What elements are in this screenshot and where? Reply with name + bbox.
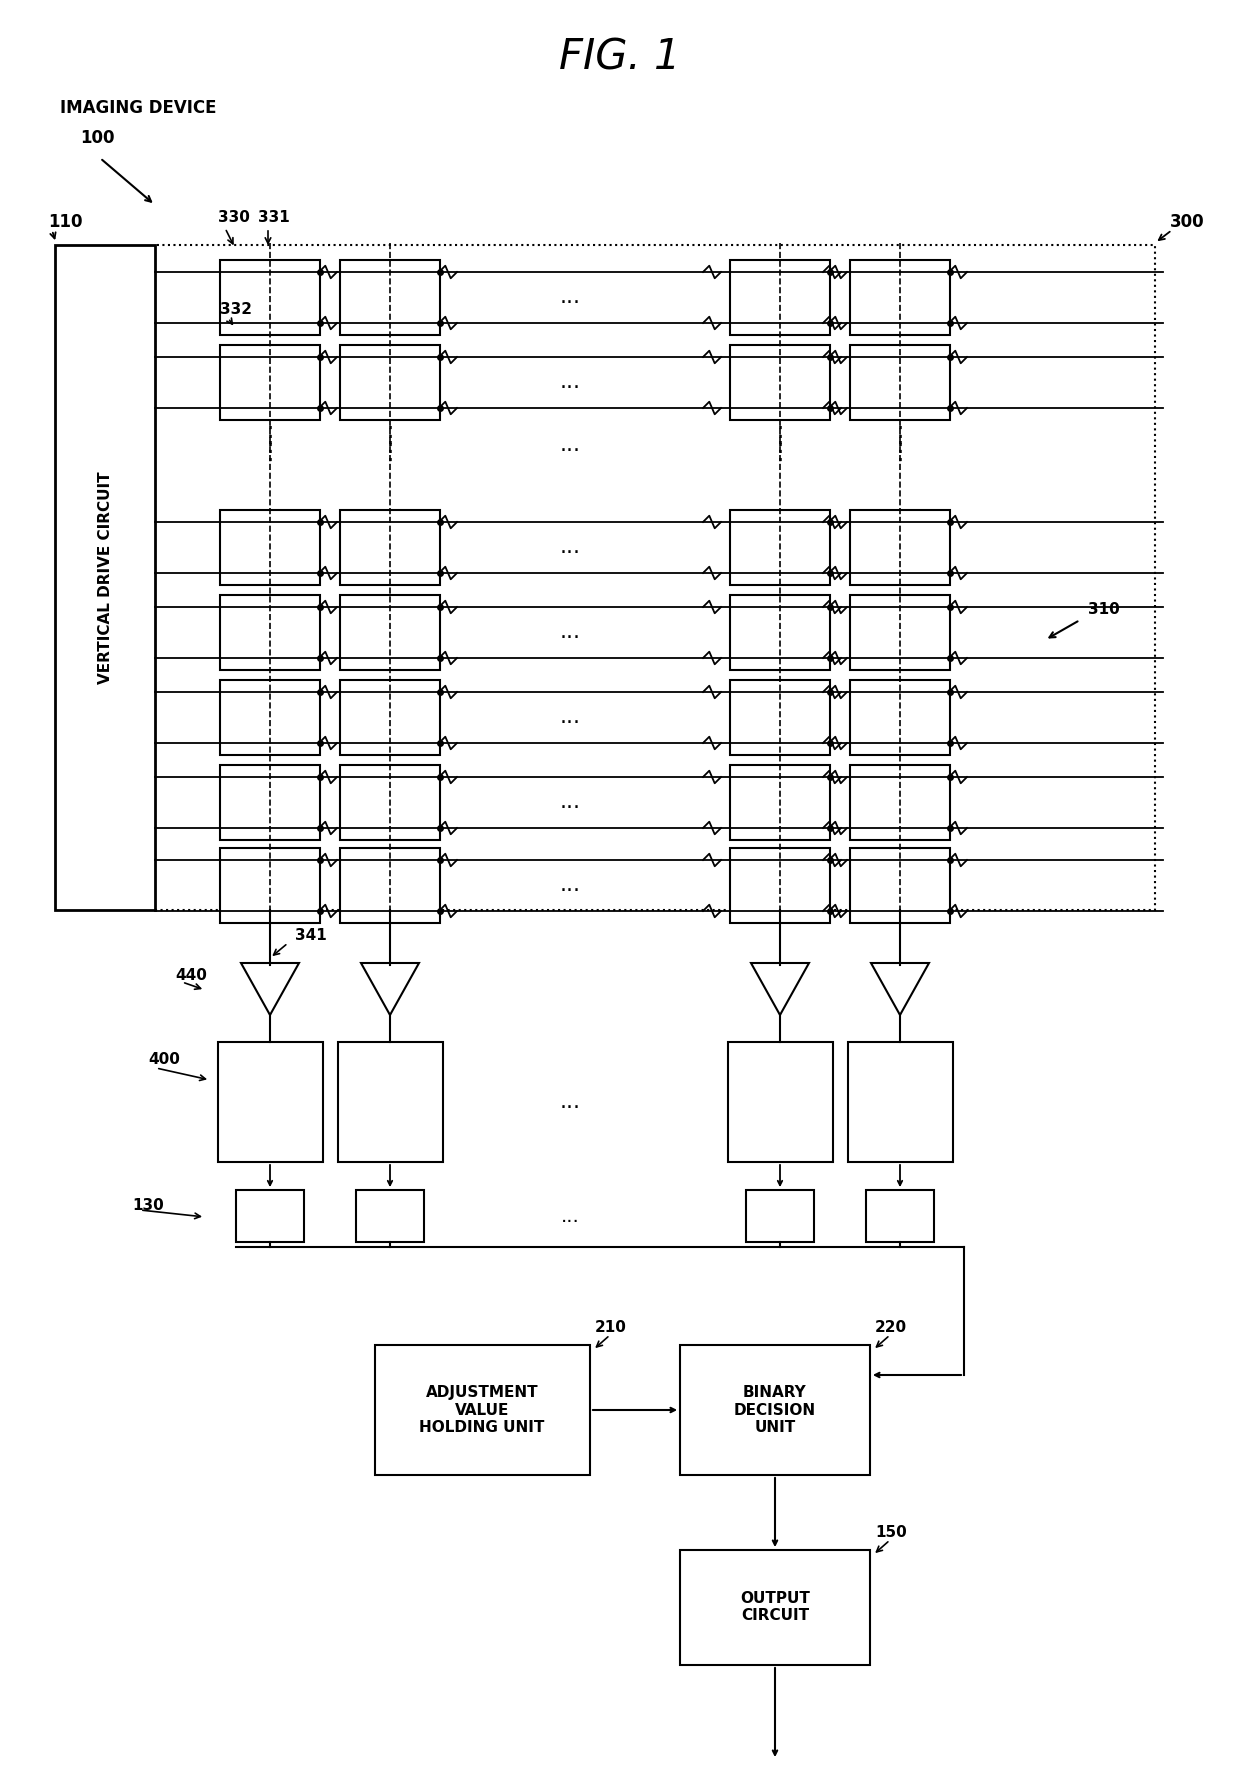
Text: OUTPUT
CIRCUIT: OUTPUT CIRCUIT (740, 1591, 810, 1623)
Text: 331: 331 (258, 211, 290, 226)
Bar (340, 680, 440, 755)
Text: ...: ... (559, 876, 580, 895)
Text: ...: ... (559, 371, 580, 392)
Bar (730, 680, 830, 755)
Bar (340, 259, 440, 336)
Bar (219, 680, 320, 755)
Text: ⋮: ⋮ (377, 440, 403, 464)
Bar (730, 595, 830, 670)
Bar (849, 595, 950, 670)
Text: ...: ... (560, 1206, 579, 1225)
Text: ⋮: ⋮ (888, 440, 913, 464)
Bar (680, 1550, 870, 1666)
Text: ⋮: ⋮ (768, 440, 792, 464)
Bar (55, 245, 155, 909)
Bar (340, 345, 440, 419)
Text: ⋮: ⋮ (888, 424, 913, 449)
Bar (730, 847, 830, 924)
Bar (340, 510, 440, 584)
Text: ...: ... (559, 1092, 580, 1112)
Text: 332: 332 (219, 302, 252, 318)
Text: ...: ... (559, 536, 580, 558)
Text: BINARY
DECISION
UNIT: BINARY DECISION UNIT (734, 1385, 816, 1435)
Bar (730, 345, 830, 419)
Bar (219, 595, 320, 670)
Bar (219, 345, 320, 419)
Bar (374, 1344, 590, 1476)
Bar (680, 1344, 870, 1476)
Text: 400: 400 (148, 1053, 180, 1067)
Text: ⋮: ⋮ (258, 440, 283, 464)
Text: ADJUSTMENT
VALUE
HOLDING UNIT: ADJUSTMENT VALUE HOLDING UNIT (419, 1385, 544, 1435)
Bar (340, 595, 440, 670)
Bar (340, 765, 440, 840)
Bar (730, 510, 830, 584)
Bar (849, 847, 950, 924)
Text: 130: 130 (131, 1197, 164, 1213)
Bar (849, 765, 950, 840)
Bar (849, 345, 950, 419)
Text: ...: ... (559, 435, 580, 455)
Bar (730, 259, 830, 336)
Bar (340, 847, 440, 924)
Text: ⋮: ⋮ (768, 424, 792, 449)
Bar (219, 510, 320, 584)
Bar (730, 765, 830, 840)
Text: ...: ... (559, 792, 580, 812)
Text: 330: 330 (218, 211, 250, 226)
Text: 341: 341 (295, 927, 327, 943)
Text: 300: 300 (1171, 213, 1204, 231)
Text: ...: ... (559, 288, 580, 307)
Bar (849, 259, 950, 336)
Text: ...: ... (559, 707, 580, 726)
Text: 310: 310 (1087, 602, 1120, 618)
Text: FIG. 1: FIG. 1 (559, 37, 681, 78)
Bar (356, 1190, 424, 1241)
Text: 100: 100 (81, 130, 114, 147)
Text: 110: 110 (48, 213, 83, 231)
Text: ...: ... (559, 622, 580, 641)
Bar (746, 1190, 813, 1241)
Bar (848, 1043, 954, 1162)
Text: VERTICAL DRIVE CIRCUIT: VERTICAL DRIVE CIRCUIT (98, 471, 113, 684)
Text: ⋮: ⋮ (377, 424, 403, 449)
Bar (866, 1190, 934, 1241)
Text: 220: 220 (875, 1320, 908, 1334)
Bar (219, 259, 320, 336)
Text: 210: 210 (595, 1320, 627, 1334)
Text: 150: 150 (875, 1524, 906, 1540)
Bar (339, 1043, 443, 1162)
Bar (849, 680, 950, 755)
Bar (155, 245, 1154, 909)
Bar (728, 1043, 833, 1162)
Bar (218, 1043, 322, 1162)
Bar (236, 1190, 304, 1241)
Bar (219, 765, 320, 840)
Text: ⋮: ⋮ (258, 424, 283, 449)
Text: 440: 440 (175, 968, 207, 982)
Bar (219, 847, 320, 924)
Bar (849, 510, 950, 584)
Text: IMAGING DEVICE: IMAGING DEVICE (60, 99, 217, 117)
